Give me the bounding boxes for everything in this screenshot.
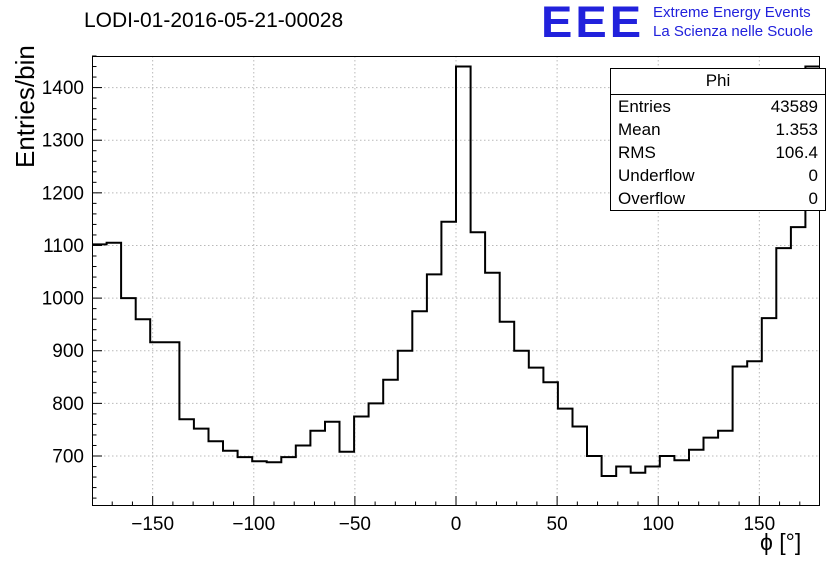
stats-value: 1.353 [775,120,818,139]
plot-svg: −150 −100 −50 0 50 100 150 700 800 900 1000 1100 120… [42,55,820,535]
y-tick-label: 700 [52,447,84,468]
y-tick-label: 1100 [43,236,84,257]
y-tick-label: 800 [52,394,84,415]
stats-row: Mean 1.353 [611,118,825,141]
stats-value: 106.4 [775,143,818,162]
stats-label: Mean [618,120,661,139]
stats-value: 0 [808,166,818,185]
y-tick-label: 900 [52,341,84,362]
eee-logo-text: Extreme Energy Events La Scienza nelle S… [653,0,813,41]
x-tick-label: 50 [547,514,568,535]
x-tick-label: 0 [451,514,462,535]
stats-value: 43589 [770,97,818,116]
stats-row: Overflow 0 [611,187,825,210]
stats-row: RMS 106.4 [611,141,825,164]
eee-logo-line2: La Scienza nelle Scuole [653,23,814,40]
y-tick-label: 1200 [42,183,84,204]
page-title: LODI-01-2016-05-21-00028 [84,9,344,32]
histogram-line [92,65,820,477]
x-tick-label: 100 [642,514,674,535]
stats-label: Underflow [618,166,695,185]
x-tick-label: −150 [131,514,174,535]
y-tick-label: 1400 [42,78,84,99]
x-tick-label: 150 [743,514,775,535]
stats-box: Phi Entries 43589 Mean 1.353 RMS 106.4 U… [610,68,826,211]
stats-row: Entries 43589 [611,95,825,118]
stats-value: 0 [808,189,818,208]
stats-row: Underflow 0 [611,164,825,187]
stats-title: Phi [611,69,825,95]
stats-label: Entries [618,97,671,116]
eee-logo-acronym: EEE [541,0,645,47]
eee-logo-line1: Extreme Energy Events [653,4,811,21]
y-tick-label: 1300 [42,131,84,152]
y-axis-label: Entries/bin [10,45,40,168]
y-tick-label: 1000 [42,289,84,310]
x-tick-label: −50 [339,514,371,535]
x-axis-label: ϕ [°] [760,529,802,555]
eee-logo: EEE Extreme Energy Events La Scienza nel… [541,0,813,46]
stats-label: RMS [618,143,656,162]
stats-label: Overflow [618,189,686,208]
x-tick-label: −100 [232,514,275,535]
